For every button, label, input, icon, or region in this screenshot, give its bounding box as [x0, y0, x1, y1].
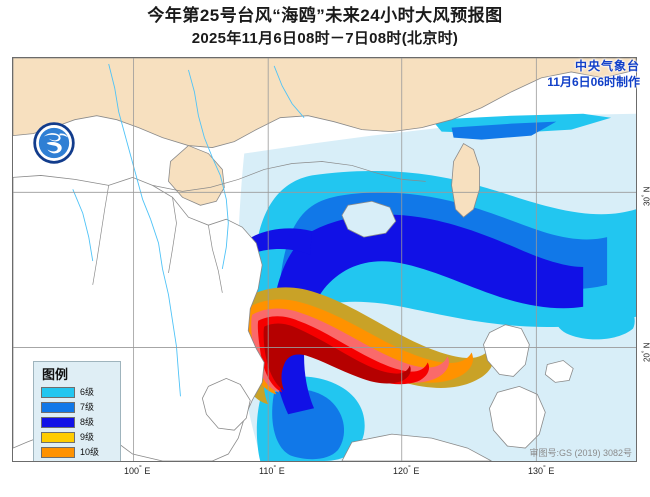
- legend-label: 8级: [80, 416, 95, 427]
- lon-tick-100: 100° E: [124, 465, 151, 476]
- landmass-hainan: [341, 200, 397, 238]
- issue-time: 11月6日06时制作: [547, 75, 640, 89]
- issuer-attribution: 中央气象台 11月6日06时制作: [547, 58, 640, 90]
- legend-label: 7级: [80, 401, 95, 412]
- rivers: [72, 63, 305, 397]
- legend-label: 10级: [80, 446, 100, 457]
- title-line-main: 今年第25号台风“海鸥”未来24小时大风预报图: [147, 6, 503, 25]
- landmass-borneo: [341, 433, 492, 461]
- graticule: [13, 58, 636, 461]
- chart-title: 今年第25号台风“海鸥”未来24小时大风预报图 2025年11月6日08时－7日…: [0, 4, 650, 50]
- lon-tick-120: 120° E: [393, 465, 420, 476]
- legend-title: 图例: [42, 367, 69, 382]
- legend-label: 9级: [80, 431, 95, 442]
- legend-panel[interactable]: 图例 6级 7级 8级 9级 10级 11级 12级: [33, 361, 121, 463]
- wind-band-13: [263, 323, 411, 391]
- legend-swatch: [41, 431, 75, 443]
- landmass-taiwan: [451, 143, 480, 218]
- map-review-number: 审图号:GS (2019) 3082号: [529, 448, 632, 458]
- lon-tick-110: 110° E: [259, 465, 285, 476]
- weather-map[interactable]: 图例 6级 7级 8级 9级 10级 11级 12级: [12, 57, 637, 462]
- issuer-name: 中央气象台: [574, 59, 640, 73]
- lat-tick-20: 20° N: [641, 342, 650, 362]
- legend-swatch: [41, 446, 75, 458]
- legend-item: 11级: [41, 460, 113, 463]
- cma-dragon-logo: [33, 122, 75, 164]
- legend-item: 6级: [41, 385, 113, 399]
- legend-swatch: [41, 416, 75, 428]
- landmass-china: [13, 58, 636, 206]
- legend-swatch: [41, 386, 75, 398]
- legend-item: 7级: [41, 400, 113, 414]
- map-canvas: [13, 58, 636, 461]
- title-line-period: 2025年11月6日08时－7日08时(北京时): [191, 30, 459, 47]
- lon-tick-130: 130° E: [528, 465, 555, 476]
- lat-tick-30: 30° N: [641, 186, 650, 206]
- wind-band-8: [248, 214, 584, 415]
- legend-item: 8级: [41, 415, 113, 429]
- legend-swatch: [41, 401, 75, 413]
- landmass-philippines: [483, 324, 574, 449]
- legend-label: 6级: [80, 386, 95, 397]
- legend-item: 10级: [41, 445, 113, 459]
- admin-borders: [92, 161, 426, 293]
- legend-item: 9级: [41, 430, 113, 444]
- legend-swatch: [41, 462, 75, 463]
- legend-label: 11级: [80, 462, 98, 463]
